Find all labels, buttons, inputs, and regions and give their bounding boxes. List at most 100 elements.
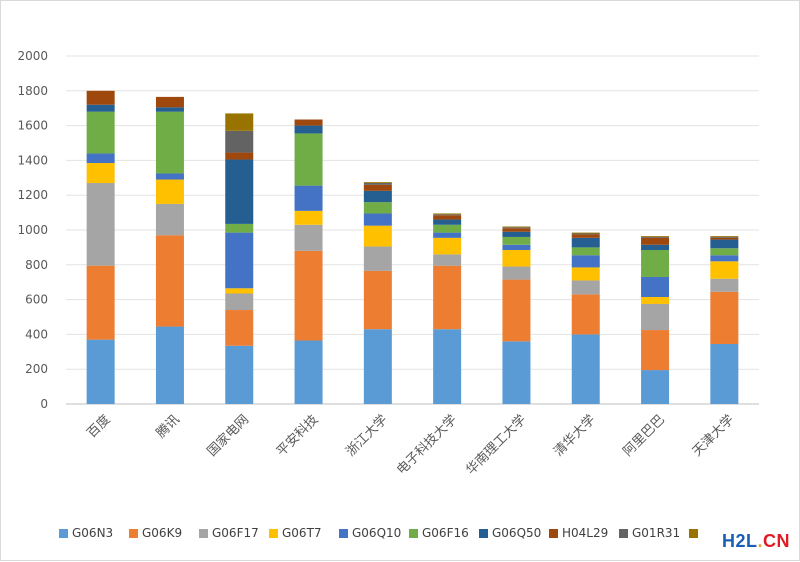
legend-item: G01R31 [619, 526, 680, 540]
bar-segment [363, 183, 392, 185]
legend-label: G06Q10 [352, 526, 401, 540]
bar-stack [155, 96, 184, 404]
x-tick-label: 腾讯 [153, 412, 183, 442]
legend-item: G06N3 [59, 526, 113, 540]
legend-swatch [619, 529, 628, 538]
bar-segment [225, 232, 254, 289]
bar-segment [641, 244, 670, 251]
bar-segment [710, 239, 739, 249]
x-tick-label: 国家电网 [204, 412, 252, 460]
y-axis-ticks: 0 200 400 600 800 1000 1200 1400 1600 1800 2000 [17, 49, 48, 411]
bar-segment [502, 231, 531, 237]
bar-segment [571, 247, 600, 256]
bar-segment [363, 190, 392, 203]
y-tick-label: 1800 [17, 84, 48, 98]
bar-segment [433, 224, 462, 233]
bar-segment [571, 233, 600, 235]
y-tick-label: 1200 [17, 188, 48, 202]
y-tick-label: 400 [25, 327, 48, 341]
legend-swatch [549, 529, 558, 538]
bar-segment [571, 234, 600, 238]
x-tick-label: 平安科技 [274, 412, 321, 459]
bar-segment [433, 329, 462, 404]
bar-stack [571, 232, 600, 404]
bar-segment [363, 202, 392, 214]
legend-item: G06T7 [269, 526, 322, 540]
bar-segment [433, 214, 462, 216]
x-axis-ticks: 百度 腾讯 国家电网 平安科技 浙江大学 电子科技大学 华南理工大学 清华大学 阿里巴巴 天津大学 [84, 412, 737, 478]
bar-stack [433, 213, 462, 404]
bar-segment [433, 219, 462, 225]
bar-segment [363, 329, 392, 404]
legend-label: G06N3 [72, 526, 113, 540]
bar-segment [502, 250, 531, 267]
watermark-logo: H2L.CN [722, 531, 790, 552]
bar-segment [86, 104, 115, 112]
bar-segment [571, 334, 600, 404]
bar-segment [710, 255, 739, 262]
bar-segment [433, 237, 462, 255]
legend-label: G06Q50 [492, 526, 541, 540]
bar-segment [433, 213, 462, 215]
bar-segment [502, 227, 531, 229]
x-tick-label: 百度 [84, 412, 114, 442]
bar-segment [641, 236, 670, 237]
bars [86, 90, 739, 404]
bar-segment [710, 261, 739, 279]
bar-segment [710, 248, 739, 256]
legend-swatch [269, 529, 278, 538]
watermark-part-3: CN [763, 531, 790, 551]
bar-segment [571, 255, 600, 268]
bar-stack [294, 119, 323, 404]
legend-item: G06F16 [409, 526, 469, 540]
legend-swatch [409, 529, 418, 538]
bar-segment [641, 250, 670, 277]
x-tick-label: 华南理工大学 [463, 412, 529, 478]
bar-segment [155, 107, 184, 112]
bar-segment [710, 343, 739, 404]
bar-segment [710, 237, 739, 240]
bar-segment [294, 185, 323, 211]
bar-segment [294, 210, 323, 225]
bar-stack [225, 113, 254, 404]
bar-segment [502, 279, 531, 342]
bar-segment [155, 203, 184, 236]
legend-swatch [339, 529, 348, 538]
bar-segment [502, 228, 531, 232]
bar-segment [502, 236, 531, 245]
bar-stack [363, 182, 392, 404]
bar-segment [433, 232, 462, 238]
legend-label: H04L29 [562, 526, 608, 540]
bar-segment [294, 340, 323, 404]
x-tick-label: 浙江大学 [343, 412, 391, 460]
bar-segment [710, 236, 739, 238]
bar-segment [86, 339, 115, 404]
y-tick-label: 200 [25, 362, 48, 376]
bar-segment [225, 345, 254, 404]
bar-segment [155, 111, 184, 174]
bar-segment [502, 226, 531, 228]
bar-segment [502, 341, 531, 404]
x-tick-label: 阿里巴巴 [620, 412, 667, 459]
bar-segment [294, 125, 323, 134]
y-tick-label: 1000 [17, 223, 48, 237]
legend-item: H04L29 [549, 526, 608, 540]
bar-segment [571, 267, 600, 281]
bar-segment [363, 270, 392, 330]
bar-segment [294, 250, 323, 341]
bar-segment [155, 96, 184, 108]
legend-swatch [479, 529, 488, 538]
legend-swatch [59, 529, 68, 538]
bar-segment [155, 179, 184, 204]
y-tick-label: 2000 [17, 49, 48, 63]
bar-segment [641, 276, 670, 297]
legend-label: G06F16 [422, 526, 469, 540]
bar-segment [433, 215, 462, 220]
watermark-part-1: H2L [721, 531, 758, 551]
bar-segment [86, 183, 115, 266]
legend-swatch [129, 529, 138, 538]
bar-segment [710, 291, 739, 344]
bar-segment [225, 159, 254, 224]
bar-segment [710, 236, 739, 237]
